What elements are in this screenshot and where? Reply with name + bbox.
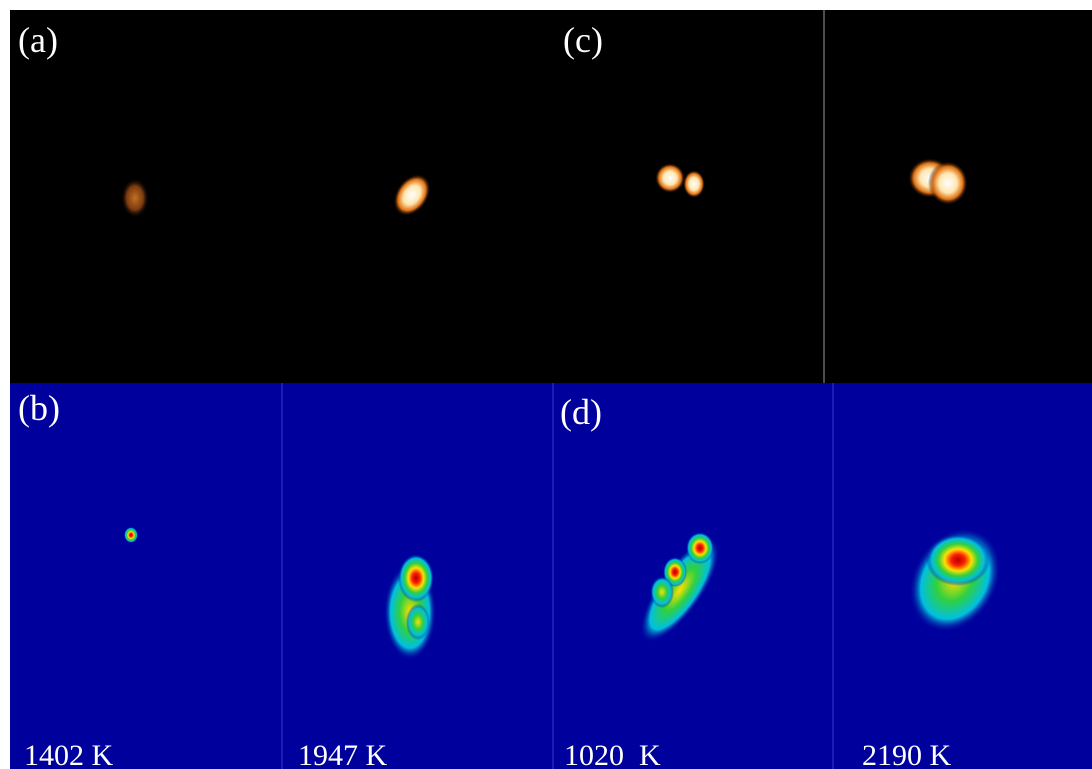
panel-label: (a)	[18, 20, 58, 60]
panel-label: (d)	[560, 392, 602, 432]
panel-label: (c)	[563, 20, 603, 60]
temperature-label: 1402 K	[24, 739, 114, 769]
spot	[398, 554, 434, 602]
panel-label: (b)	[18, 388, 60, 428]
spot	[928, 161, 968, 205]
spot	[926, 534, 990, 586]
spot	[686, 532, 714, 564]
spot	[124, 527, 138, 543]
spot	[406, 604, 430, 640]
spot	[683, 170, 705, 198]
temperature-label: 1947 K	[298, 739, 388, 769]
temperature-label: 2190 K	[862, 739, 952, 769]
spot	[650, 576, 674, 608]
figure: (a) (c) (b) (d) 1402 K 1947 K 1020 K 219…	[0, 0, 1092, 769]
spot	[655, 163, 685, 193]
bottom-row: (b) (d) 1402 K 1947 K 1020 K 2190 K	[10, 383, 1092, 769]
spot	[121, 178, 149, 218]
top-row: (a) (c)	[10, 10, 1092, 383]
temperature-label: 1020 K	[564, 739, 661, 769]
